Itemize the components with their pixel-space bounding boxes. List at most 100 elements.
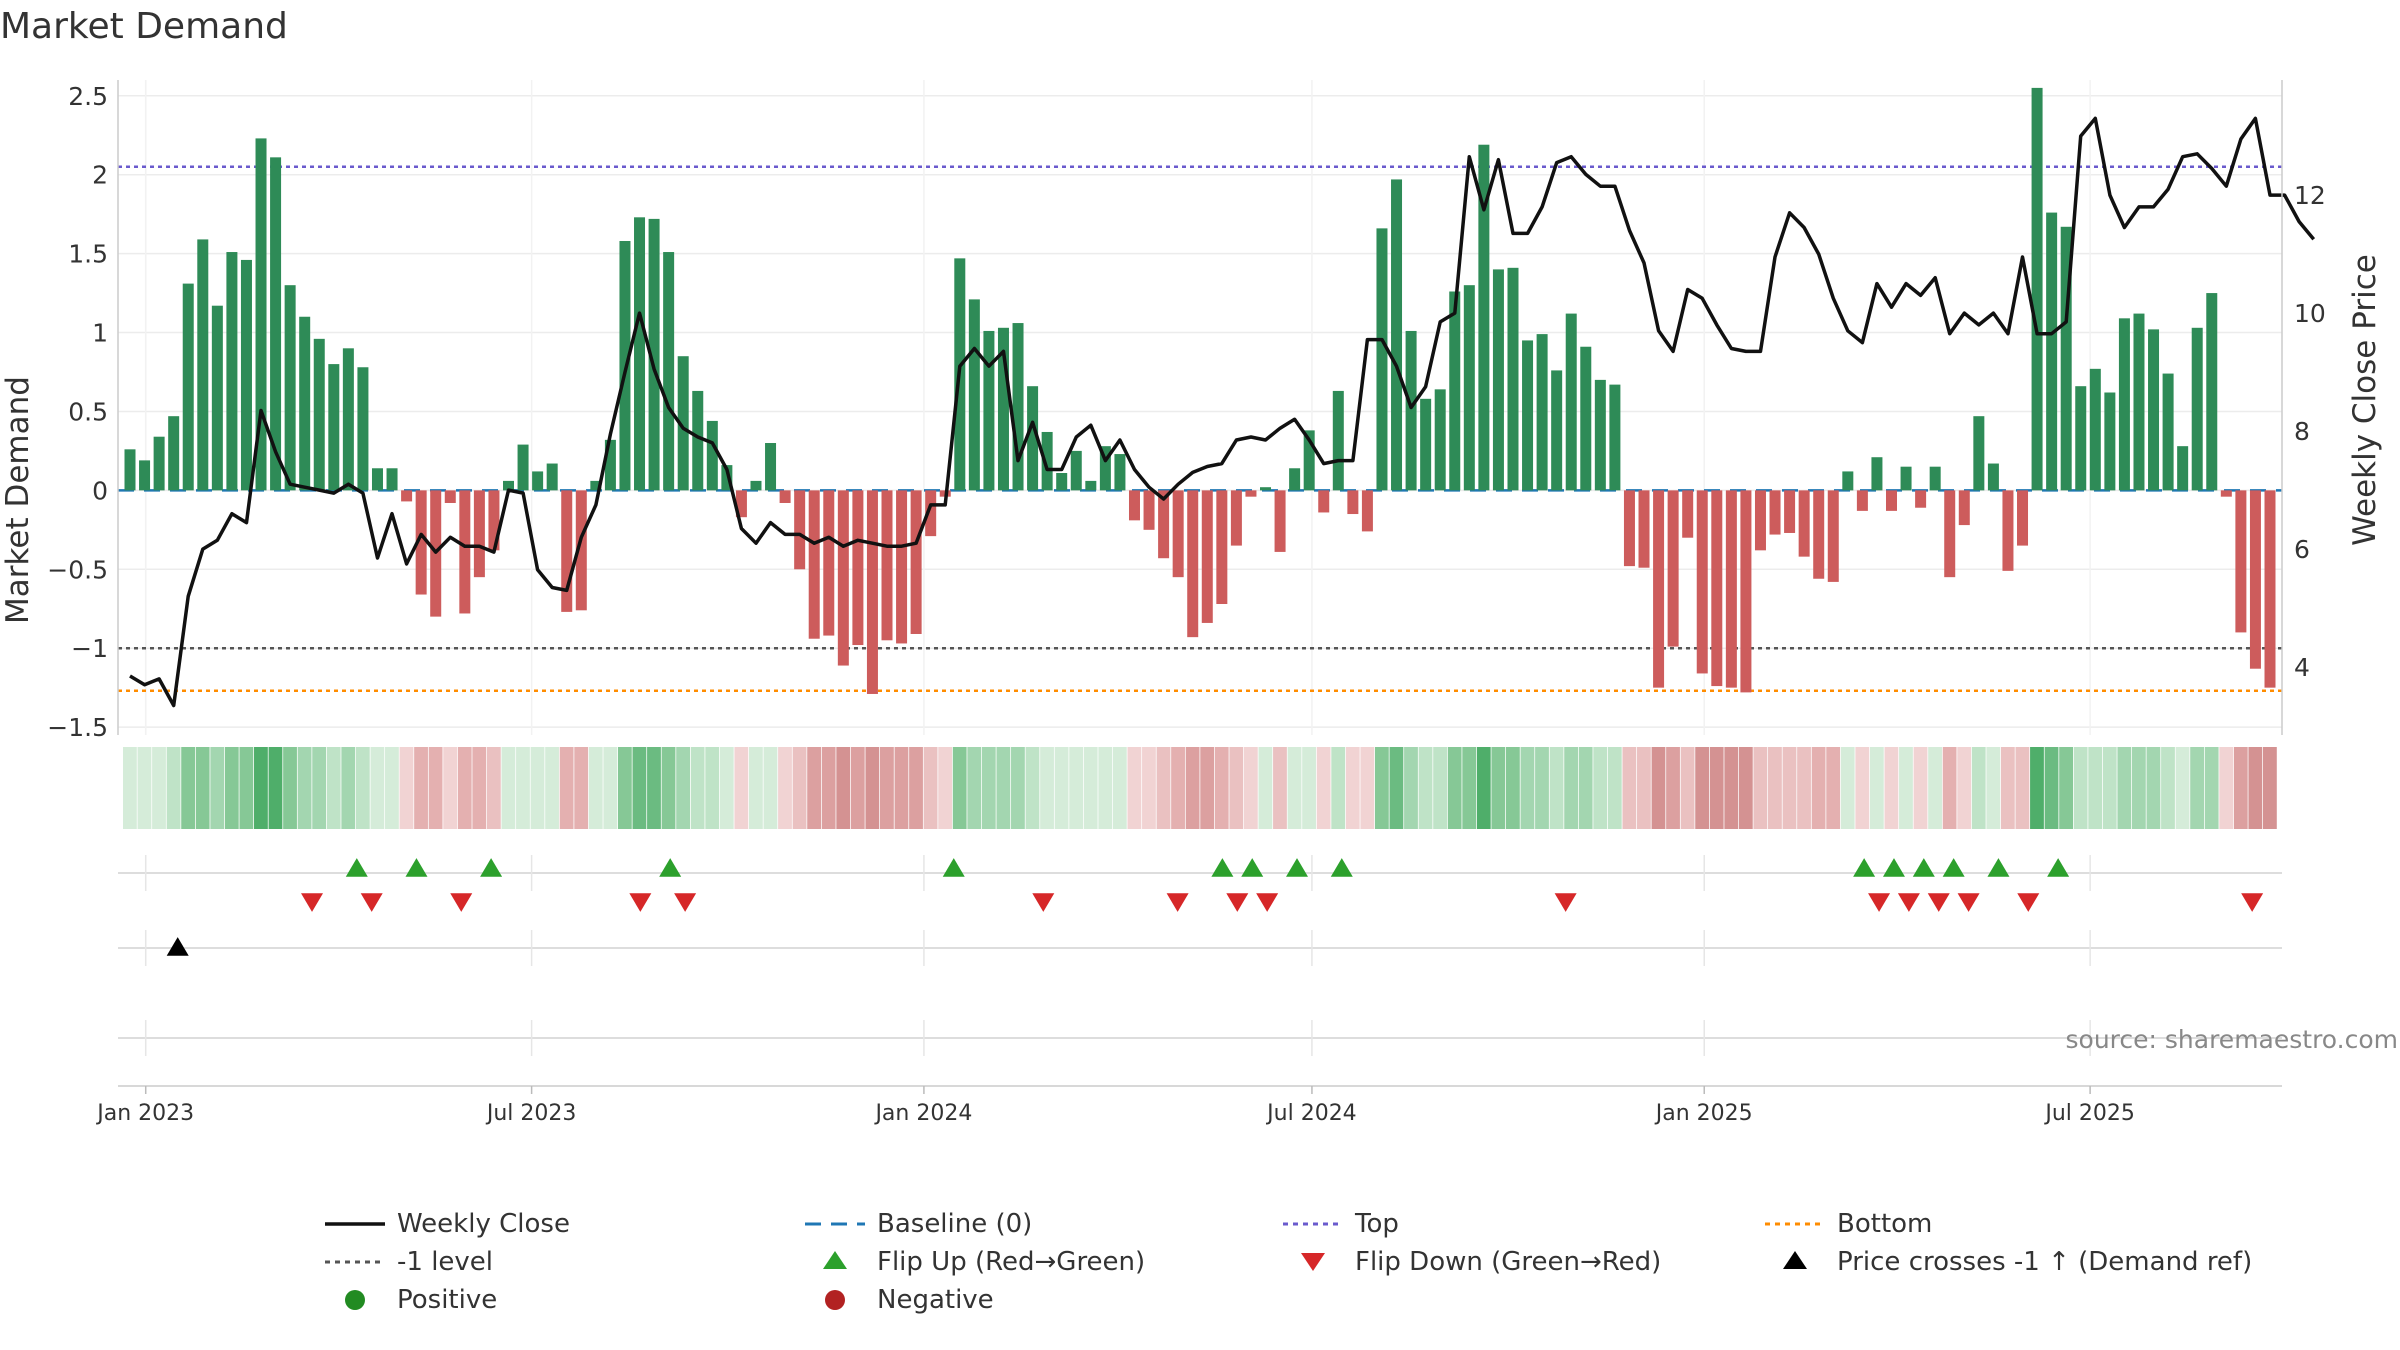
- demand-heat-strip: [123, 747, 2277, 829]
- demand-bar: [1463, 285, 1475, 491]
- demand-bar: [2235, 490, 2247, 633]
- heat-cell: [2219, 747, 2234, 829]
- flip-down-marker: [2017, 893, 2040, 912]
- legend-label: Baseline (0): [877, 1209, 1032, 1239]
- demand-bar: [881, 490, 893, 641]
- heat-cell: [1811, 747, 1826, 829]
- flip-down-marker: [1166, 893, 1189, 912]
- demand-bar: [1260, 487, 1272, 491]
- demand-bar: [1361, 490, 1373, 532]
- demand-bar: [226, 252, 238, 491]
- demand-bar: [473, 490, 485, 578]
- heat-cell: [865, 747, 880, 829]
- legend: Weekly Close Baseline (0) Top Bottom -1 leve…: [325, 1209, 2252, 1315]
- heat-cell: [1229, 747, 1244, 829]
- demand-bar: [1056, 473, 1068, 491]
- y-tick-label: 2.5: [68, 82, 108, 111]
- heat-cell: [1214, 747, 1229, 829]
- demand-bar: [1522, 340, 1534, 491]
- demand-bar: [1289, 468, 1301, 491]
- heat-cell: [1011, 747, 1025, 829]
- heat-cell: [1302, 747, 1316, 829]
- heat-cell: [952, 747, 967, 829]
- demand-bar: [1114, 454, 1126, 491]
- heat-cell: [501, 747, 516, 829]
- demand-bar: [1405, 330, 1417, 491]
- y-tick-label: 1.5: [68, 240, 108, 269]
- demand-bar: [997, 327, 1009, 491]
- heat-cell: [545, 747, 559, 829]
- heat-cell: [443, 747, 458, 829]
- y-tick-label: 0.5: [68, 397, 108, 426]
- x-tick-label: Jul 2025: [2043, 1101, 2135, 1126]
- legend-swatch: [825, 1290, 845, 1310]
- heat-cell: [1127, 747, 1142, 829]
- y-tick-label: 1: [92, 319, 108, 348]
- legend-swatch: [1783, 1251, 1807, 1269]
- demand-bar: [1769, 490, 1781, 535]
- heat-cell: [967, 747, 982, 829]
- demand-bar: [1754, 490, 1766, 551]
- event-markers: [166, 858, 2264, 956]
- legend-swatch: [823, 1251, 847, 1269]
- flip-up-marker: [405, 858, 428, 877]
- demand-bar: [648, 218, 660, 491]
- demand-bar: [1027, 386, 1039, 491]
- flip-up-marker: [1882, 858, 1905, 877]
- heat-cell: [821, 747, 836, 829]
- heat-cell: [647, 747, 661, 829]
- demand-bar: [211, 305, 223, 491]
- heat-cell: [2190, 747, 2205, 829]
- demand-bar: [1813, 490, 1825, 579]
- demand-bar: [313, 338, 325, 491]
- heat-cell: [1287, 747, 1302, 829]
- demand-bar: [1376, 228, 1388, 491]
- heat-cell: [632, 747, 647, 829]
- demand-bar: [270, 157, 282, 491]
- x-tick-label: Jul 2023: [485, 1101, 577, 1126]
- flip-up-marker: [1286, 858, 1309, 877]
- demand-bar: [2264, 490, 2276, 688]
- flip-up-marker: [1330, 858, 1353, 877]
- demand-bar: [561, 490, 573, 612]
- demand-bar: [721, 465, 733, 491]
- demand-bar: [1187, 490, 1199, 638]
- demand-bar: [1420, 398, 1432, 491]
- demand-bar: [2118, 318, 2130, 491]
- heat-cell: [778, 747, 792, 829]
- demand-bar: [765, 443, 777, 491]
- demand-bar: [1230, 490, 1242, 546]
- demand-bar: [2206, 293, 2218, 491]
- demand-bar: [546, 463, 558, 491]
- flip-down-marker: [450, 893, 473, 912]
- demand-bar: [590, 480, 602, 491]
- heat-cell: [1928, 747, 1942, 829]
- demand-bar: [1609, 384, 1621, 491]
- demand-bar: [1434, 389, 1446, 491]
- heat-cell: [763, 747, 778, 829]
- demand-bar: [663, 252, 675, 491]
- flip-down-marker: [1897, 893, 1920, 912]
- heat-cell: [894, 747, 909, 829]
- demand-bar: [2060, 226, 2072, 491]
- heat-cell: [1884, 747, 1899, 829]
- heat-cell: [1273, 747, 1287, 829]
- heat-cell: [312, 747, 327, 829]
- demand-bar: [692, 390, 704, 491]
- heat-cell: [1753, 747, 1768, 829]
- heat-cell: [1054, 747, 1069, 829]
- flip-up-marker: [1241, 858, 1264, 877]
- heat-cell: [1243, 747, 1258, 829]
- heat-cell: [341, 747, 356, 829]
- demand-bar: [197, 239, 209, 491]
- demand-bar: [677, 356, 689, 491]
- heat-cell: [1345, 747, 1360, 829]
- demand-bar: [910, 490, 922, 634]
- heat-cell: [2088, 747, 2103, 829]
- heat-cell: [1171, 747, 1185, 829]
- heat-cell: [1185, 747, 1200, 829]
- heat-cell: [748, 747, 763, 829]
- heat-cell: [880, 747, 894, 829]
- demand-bar: [983, 330, 995, 491]
- heat-cell: [326, 747, 341, 829]
